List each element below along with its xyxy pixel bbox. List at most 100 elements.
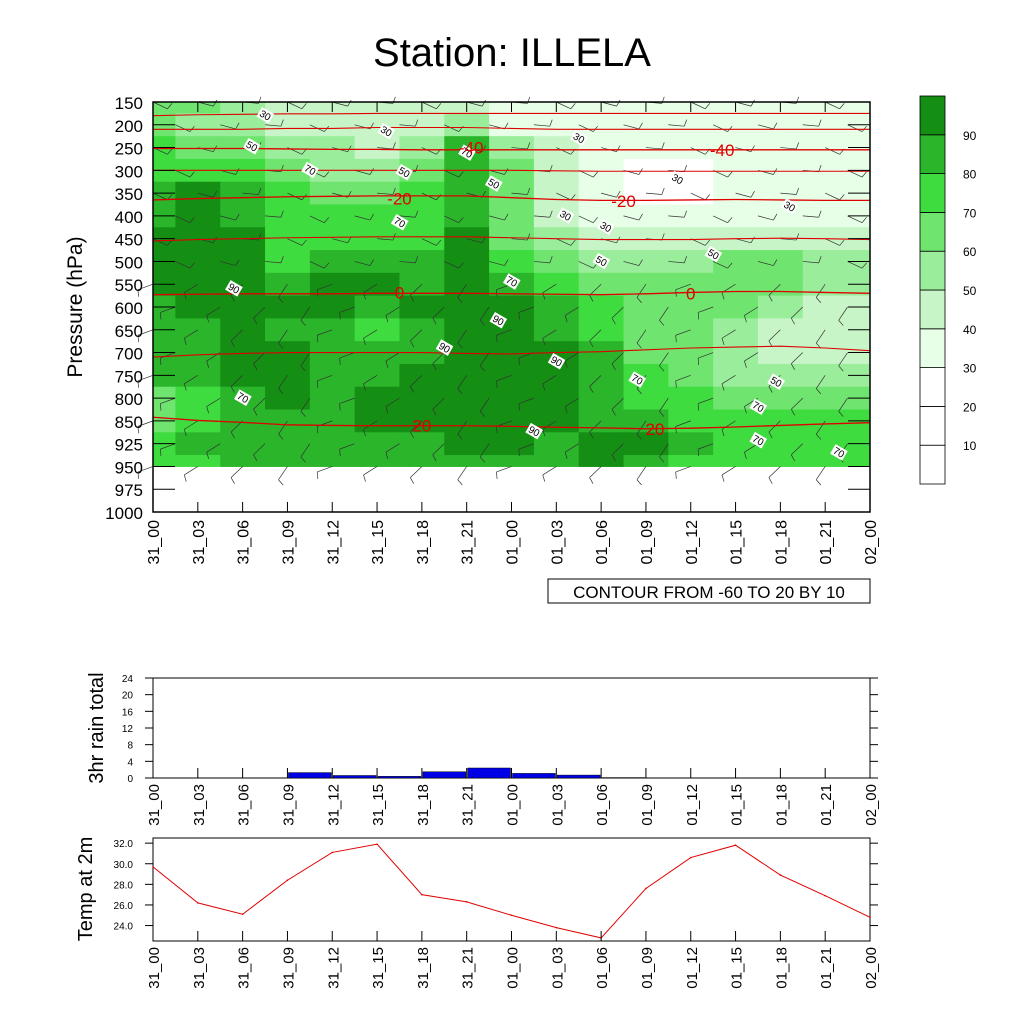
humidity-cell bbox=[444, 113, 489, 136]
temperature-y-tick-label: 32.0 bbox=[114, 839, 134, 850]
humidity-cell bbox=[668, 341, 713, 364]
pressure-tick-label: 1000 bbox=[105, 504, 143, 523]
rain-y-tick-label: 16 bbox=[122, 707, 134, 718]
rain-bar bbox=[288, 773, 331, 778]
temperature-contour-label: -40 bbox=[710, 141, 735, 160]
humidity-cell bbox=[803, 296, 848, 319]
humidity-cell bbox=[175, 341, 220, 364]
colorbar-label: 60 bbox=[963, 245, 977, 259]
temperature-x-tick-label: 31_06 bbox=[236, 947, 253, 989]
humidity-cell bbox=[624, 455, 669, 467]
humidity-cell bbox=[310, 318, 355, 341]
temperature-y-tick-label: 24.0 bbox=[114, 922, 134, 933]
rain-x-tick-label: 01_21 bbox=[818, 784, 835, 826]
temperature-contour-label: -20 bbox=[611, 192, 636, 211]
temperature-x-tick-label: 01_09 bbox=[639, 947, 656, 989]
temperature-contour-label: 0 bbox=[395, 283, 404, 302]
humidity-cell bbox=[579, 113, 624, 136]
rain-x-tick-label: 31_21 bbox=[460, 784, 477, 826]
temperature-x-tick-label: 31_21 bbox=[460, 947, 477, 989]
humidity-cell bbox=[579, 432, 624, 455]
pressure-tick-label: 350 bbox=[115, 185, 143, 204]
humidity-cell bbox=[310, 296, 355, 319]
rain-x-tick-label: 31_06 bbox=[236, 784, 253, 826]
humidity-cell bbox=[758, 159, 803, 182]
humidity-cell bbox=[310, 250, 355, 273]
pressure-tick-label: 925 bbox=[115, 436, 143, 455]
humidity-cell bbox=[175, 432, 220, 455]
humidity-cell bbox=[310, 113, 355, 136]
time-tick-label: 01_09 bbox=[639, 520, 656, 565]
temperature-point bbox=[376, 843, 378, 845]
temperature-contour-label: -20 bbox=[387, 190, 412, 209]
temperature-x-tick-label: 02_00 bbox=[863, 947, 880, 989]
humidity-cell bbox=[534, 387, 579, 410]
humidity-cell bbox=[624, 250, 669, 273]
rain-x-tick-label: 31_09 bbox=[280, 784, 297, 826]
humidity-cell bbox=[310, 410, 355, 433]
temperature-point bbox=[556, 927, 558, 929]
pressure-tick-label: 500 bbox=[115, 253, 143, 272]
rain-x-tick-label: 02_00 bbox=[863, 784, 880, 826]
humidity-cell bbox=[399, 387, 444, 410]
rain-bar bbox=[557, 775, 600, 778]
humidity-cell bbox=[175, 364, 220, 387]
humidity-cell bbox=[444, 387, 489, 410]
humidity-cell bbox=[355, 250, 400, 273]
humidity-cell bbox=[355, 296, 400, 319]
rain-axis-label: 3hr rain total bbox=[86, 672, 108, 783]
humidity-cell bbox=[265, 432, 310, 455]
temperature-point bbox=[735, 844, 737, 846]
humidity-cell bbox=[758, 341, 803, 364]
temperature-point bbox=[466, 901, 468, 903]
humidity-cell bbox=[758, 113, 803, 136]
humidity-cell bbox=[175, 113, 220, 136]
time-tick-label: 01_18 bbox=[773, 520, 790, 565]
humidity-cell bbox=[444, 205, 489, 228]
time-tick-label: 01_12 bbox=[684, 520, 701, 565]
rain-x-tick-label: 31_12 bbox=[325, 784, 342, 826]
rain-x-tick-label: 01_09 bbox=[639, 784, 656, 826]
colorbar-swatch bbox=[920, 368, 945, 407]
humidity-cell bbox=[534, 432, 579, 455]
colorbar-label: 10 bbox=[963, 439, 977, 453]
humidity-cell bbox=[579, 455, 624, 467]
humidity-cell bbox=[713, 455, 758, 467]
pressure-axis-label: Pressure (hPa) bbox=[64, 236, 87, 377]
humidity-cell bbox=[355, 364, 400, 387]
time-tick-label: 01_06 bbox=[594, 520, 611, 565]
colorbar-swatch bbox=[920, 174, 945, 213]
humidity-cell bbox=[265, 296, 310, 319]
rain-x-tick-label: 31_15 bbox=[370, 784, 387, 826]
rain-bar bbox=[333, 776, 376, 779]
temperature-axis-label: Temp at 2m bbox=[75, 837, 97, 941]
humidity-cell bbox=[713, 318, 758, 341]
temperature-x-tick-label: 01_06 bbox=[594, 947, 611, 989]
humidity-cell bbox=[713, 205, 758, 228]
rain-y-tick-label: 4 bbox=[127, 757, 133, 768]
colorbar-label: 30 bbox=[963, 362, 977, 376]
temperature-point bbox=[287, 879, 289, 881]
time-tick-label: 31_18 bbox=[415, 520, 432, 565]
humidity-cell bbox=[579, 318, 624, 341]
humidity-cell bbox=[713, 159, 758, 182]
humidity-cell bbox=[310, 273, 355, 296]
temperature-x-tick-label: 01_03 bbox=[549, 947, 566, 989]
temperature-contour-label: 20 bbox=[645, 420, 664, 439]
colorbar-swatch bbox=[920, 290, 945, 329]
pressure-tick-label: 850 bbox=[115, 413, 143, 432]
colorbar-swatch bbox=[920, 329, 945, 368]
humidity-cell bbox=[489, 205, 534, 228]
humidity-cell bbox=[355, 455, 400, 467]
pressure-tick-label: 800 bbox=[115, 390, 143, 409]
humidity-cell bbox=[175, 205, 220, 228]
humidity-cell bbox=[220, 250, 265, 273]
time-tick-label: 31_00 bbox=[146, 520, 163, 565]
rain-x-tick-label: 01_18 bbox=[773, 784, 790, 826]
temperature-x-tick-label: 31_18 bbox=[415, 947, 432, 989]
humidity-cell bbox=[220, 205, 265, 228]
pressure-tick-label: 650 bbox=[115, 322, 143, 341]
